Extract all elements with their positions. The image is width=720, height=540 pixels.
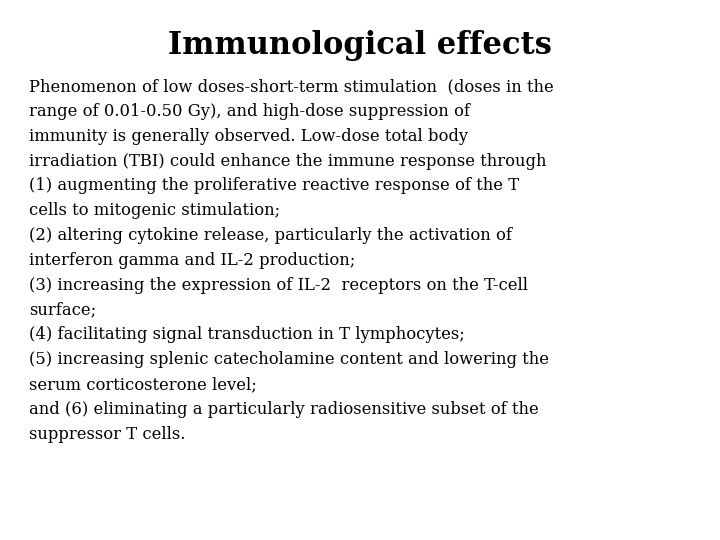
Text: Immunological effects: Immunological effects — [168, 30, 552, 60]
Text: Phenomenon of low doses-short-term stimulation  (doses in the
range of 0.01-0.50: Phenomenon of low doses-short-term stimu… — [29, 78, 554, 442]
